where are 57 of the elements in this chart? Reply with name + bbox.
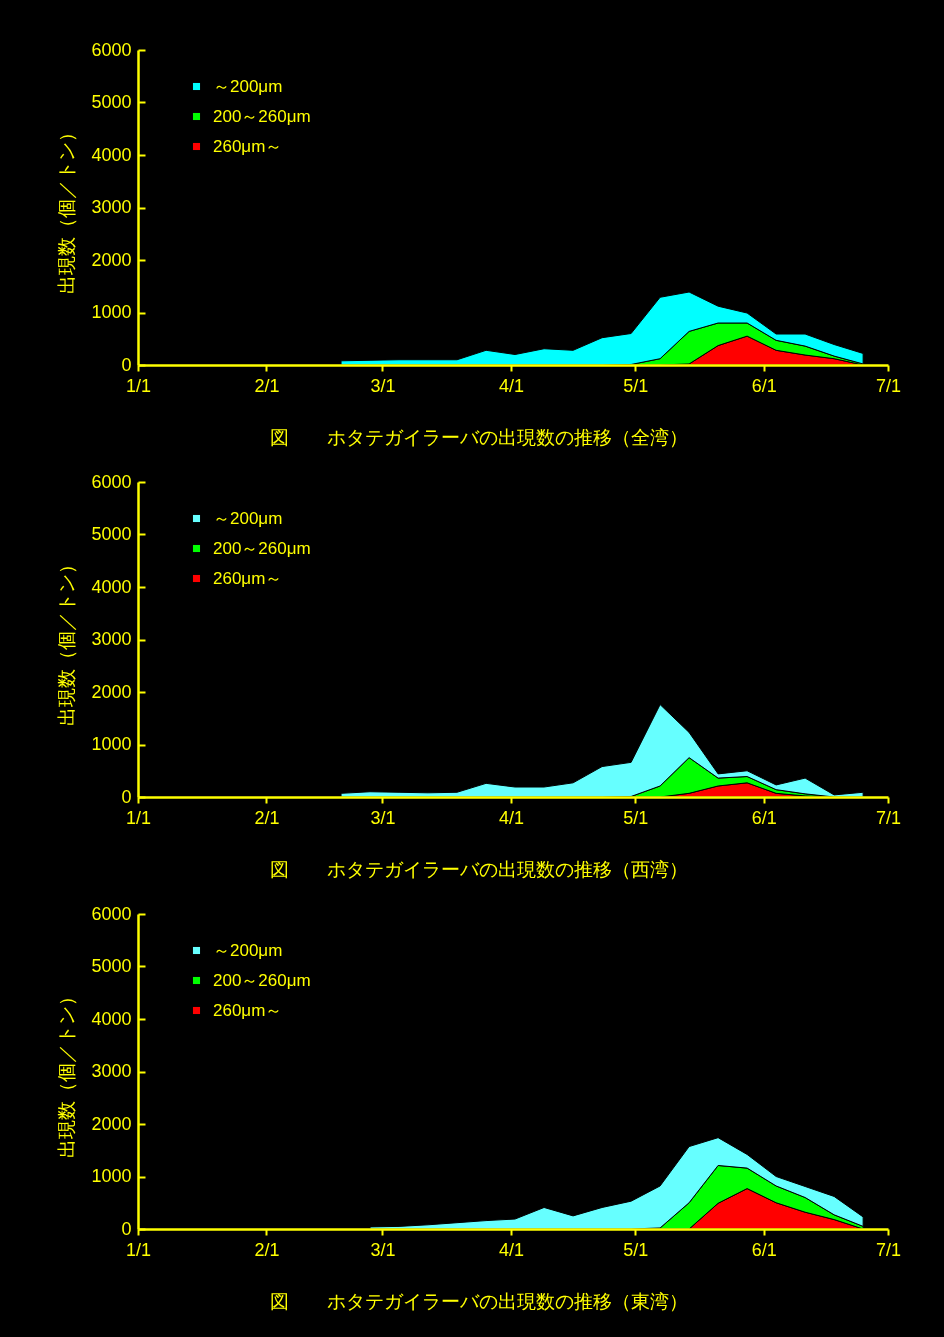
legend-label: ～200μm bbox=[213, 508, 283, 528]
y-tick-label: 6000 bbox=[91, 39, 132, 60]
y-axis-title: 出現数（個／トン） bbox=[56, 122, 78, 294]
x-tick-label: 3/1 bbox=[370, 1239, 396, 1260]
x-tick-label: 1/1 bbox=[125, 375, 152, 396]
x-tick-label: 5/1 bbox=[623, 1239, 649, 1260]
x-tick-label: 3/1 bbox=[370, 807, 396, 828]
legend-label: 260μm～ bbox=[213, 136, 283, 156]
text: 図 ホタテガイラーバの出現数の推移（全湾） bbox=[270, 427, 689, 448]
legend-label: 260μm～ bbox=[213, 1000, 283, 1020]
y-tick-label: 0 bbox=[121, 1218, 132, 1239]
x-tick-label: 2/1 bbox=[254, 1239, 280, 1260]
x-tick-label: 1/1 bbox=[125, 1239, 152, 1260]
y-tick-label: 2000 bbox=[91, 681, 132, 702]
x-tick-label: 6/1 bbox=[751, 807, 777, 828]
y-tick-label: 3000 bbox=[91, 1061, 132, 1081]
legend-label: ～200μm bbox=[213, 76, 283, 96]
x-tick-label: 5/1 bbox=[623, 807, 649, 828]
y-tick-label: 3000 bbox=[91, 629, 132, 649]
x-tick-label: 7/1 bbox=[875, 807, 902, 828]
legend-label: ～200μm bbox=[213, 940, 283, 960]
text: 図 ホタテガイラーバの出現数の推移（東湾） bbox=[270, 1291, 689, 1312]
x-tick-label: 5/1 bbox=[623, 375, 649, 396]
y-tick-label: 4000 bbox=[91, 576, 132, 597]
x-tick-label: 4/1 bbox=[498, 1239, 524, 1260]
y-tick-label: 4000 bbox=[91, 144, 132, 165]
legend-label: 200～260μm bbox=[213, 538, 311, 558]
legend-label: 200～260μm bbox=[213, 106, 311, 126]
y-tick-label: 1000 bbox=[91, 734, 132, 754]
y-tick-label: 2000 bbox=[91, 249, 132, 270]
x-tick-label: 1/1 bbox=[125, 807, 152, 828]
x-tick-label: 4/1 bbox=[498, 807, 524, 828]
y-tick-label: 5000 bbox=[91, 956, 132, 976]
y-tick-label: 0 bbox=[121, 786, 132, 807]
y-tick-label: 1000 bbox=[91, 1166, 132, 1186]
y-tick-label: 6000 bbox=[91, 471, 132, 492]
y-axis-title: 出現数（個／トン） bbox=[56, 986, 78, 1158]
x-tick-label: 6/1 bbox=[751, 1239, 777, 1260]
legend-label: 260μm～ bbox=[213, 568, 283, 588]
y-tick-label: 1000 bbox=[91, 302, 132, 322]
y-tick-label: 3000 bbox=[91, 197, 132, 217]
y-axis-title: 出現数（個／トン） bbox=[56, 554, 78, 726]
x-tick-label: 2/1 bbox=[254, 807, 280, 828]
x-tick-label: 2/1 bbox=[254, 375, 280, 396]
x-tick-label: 7/1 bbox=[875, 375, 902, 396]
y-tick-label: 6000 bbox=[91, 903, 132, 924]
x-tick-label: 4/1 bbox=[498, 375, 524, 396]
y-tick-label: 0 bbox=[121, 354, 132, 375]
text: 図 ホタテガイラーバの出現数の推移（西湾） bbox=[270, 859, 689, 880]
y-tick-label: 2000 bbox=[91, 1113, 132, 1134]
y-tick-label: 5000 bbox=[91, 92, 132, 112]
x-tick-label: 3/1 bbox=[370, 375, 396, 396]
x-tick-label: 6/1 bbox=[751, 375, 777, 396]
y-tick-label: 5000 bbox=[91, 524, 132, 544]
x-tick-label: 7/1 bbox=[875, 1239, 902, 1260]
y-tick-label: 4000 bbox=[91, 1008, 132, 1029]
legend-label: 200～260μm bbox=[213, 970, 311, 990]
